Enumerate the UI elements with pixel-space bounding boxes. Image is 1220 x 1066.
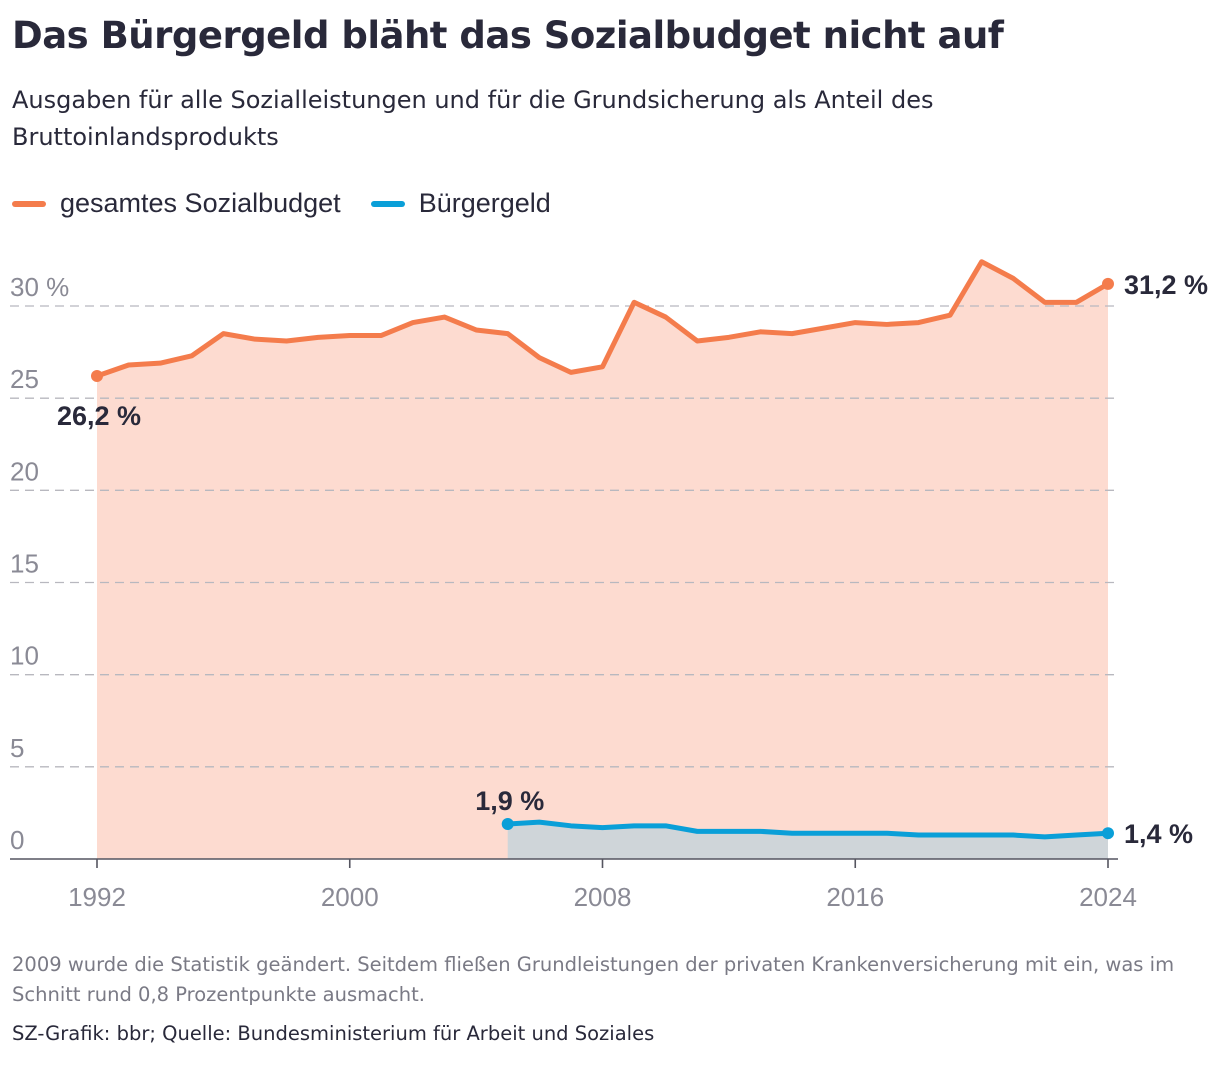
- footnote: 2009 wurde die Statistik geändert. Seitd…: [12, 953, 1175, 1006]
- x-tick-label-2016: 2016: [826, 882, 884, 912]
- legend-swatch-sozialbudget: [12, 200, 46, 207]
- legend-item-sozialbudget: gesamtes Sozialbudget: [12, 188, 341, 219]
- y-tick-label-5: 5: [10, 733, 24, 763]
- chart-title: Das Bürgergeld bläht das Sozialbudget ni…: [12, 14, 1004, 57]
- series-line-sozialbudget: [94, 259, 1111, 379]
- chart-plot: 0 5 10 15 20 25 30 % 1992 2000 2008 2016 2024 26,2 %…: [10, 259, 1208, 912]
- area-buergergeld: [507, 822, 1108, 859]
- x-tick-label-2008: 2008: [574, 882, 632, 912]
- chart-subtitle: Ausgaben für alle Sozialleistungen und f…: [12, 86, 934, 151]
- x-tick-label-2000: 2000: [321, 882, 379, 912]
- legend: gesamtes Sozialbudget Bürgergeld: [12, 188, 581, 219]
- data-label-sozialbudget-1992: 26,2 %: [57, 401, 141, 431]
- legend-item-buergergeld: Bürgergeld: [370, 188, 551, 219]
- area-sozialbudget: [97, 261, 1108, 859]
- x-tick-label-1992: 1992: [68, 882, 126, 912]
- legend-label-sozialbudget: gesamtes Sozialbudget: [60, 188, 341, 218]
- endpoint-sozialbudget-2024: [1102, 277, 1114, 290]
- legend-label-buergergeld: Bürgergeld: [418, 188, 551, 218]
- series-line-buergergeld: [505, 819, 1111, 840]
- x-tick-label-2024: 2024: [1079, 882, 1137, 912]
- endpoint-buergergeld-2005: [501, 817, 514, 830]
- data-label-buergergeld-2024: 1,4 %: [1124, 819, 1193, 849]
- y-tick-label-15: 15: [10, 549, 39, 579]
- legend-swatch-buergergeld: [370, 200, 405, 207]
- source-line: SZ-Grafik: bbr; Quelle: Bundesministeriu…: [12, 1022, 655, 1045]
- endpoint-buergergeld-2024: [1102, 827, 1114, 840]
- endpoint-sozialbudget-1992: [91, 370, 103, 383]
- y-tick-label-20: 20: [10, 456, 39, 486]
- y-tick-label-10: 10: [10, 641, 39, 671]
- y-tick-label-25: 25: [10, 364, 39, 394]
- y-tick-label-30: 30 %: [10, 272, 69, 302]
- y-tick-label-0: 0: [10, 825, 24, 855]
- data-label-sozialbudget-2024: 31,2 %: [1124, 270, 1208, 300]
- data-label-buergergeld-2005: 1,9 %: [475, 786, 544, 816]
